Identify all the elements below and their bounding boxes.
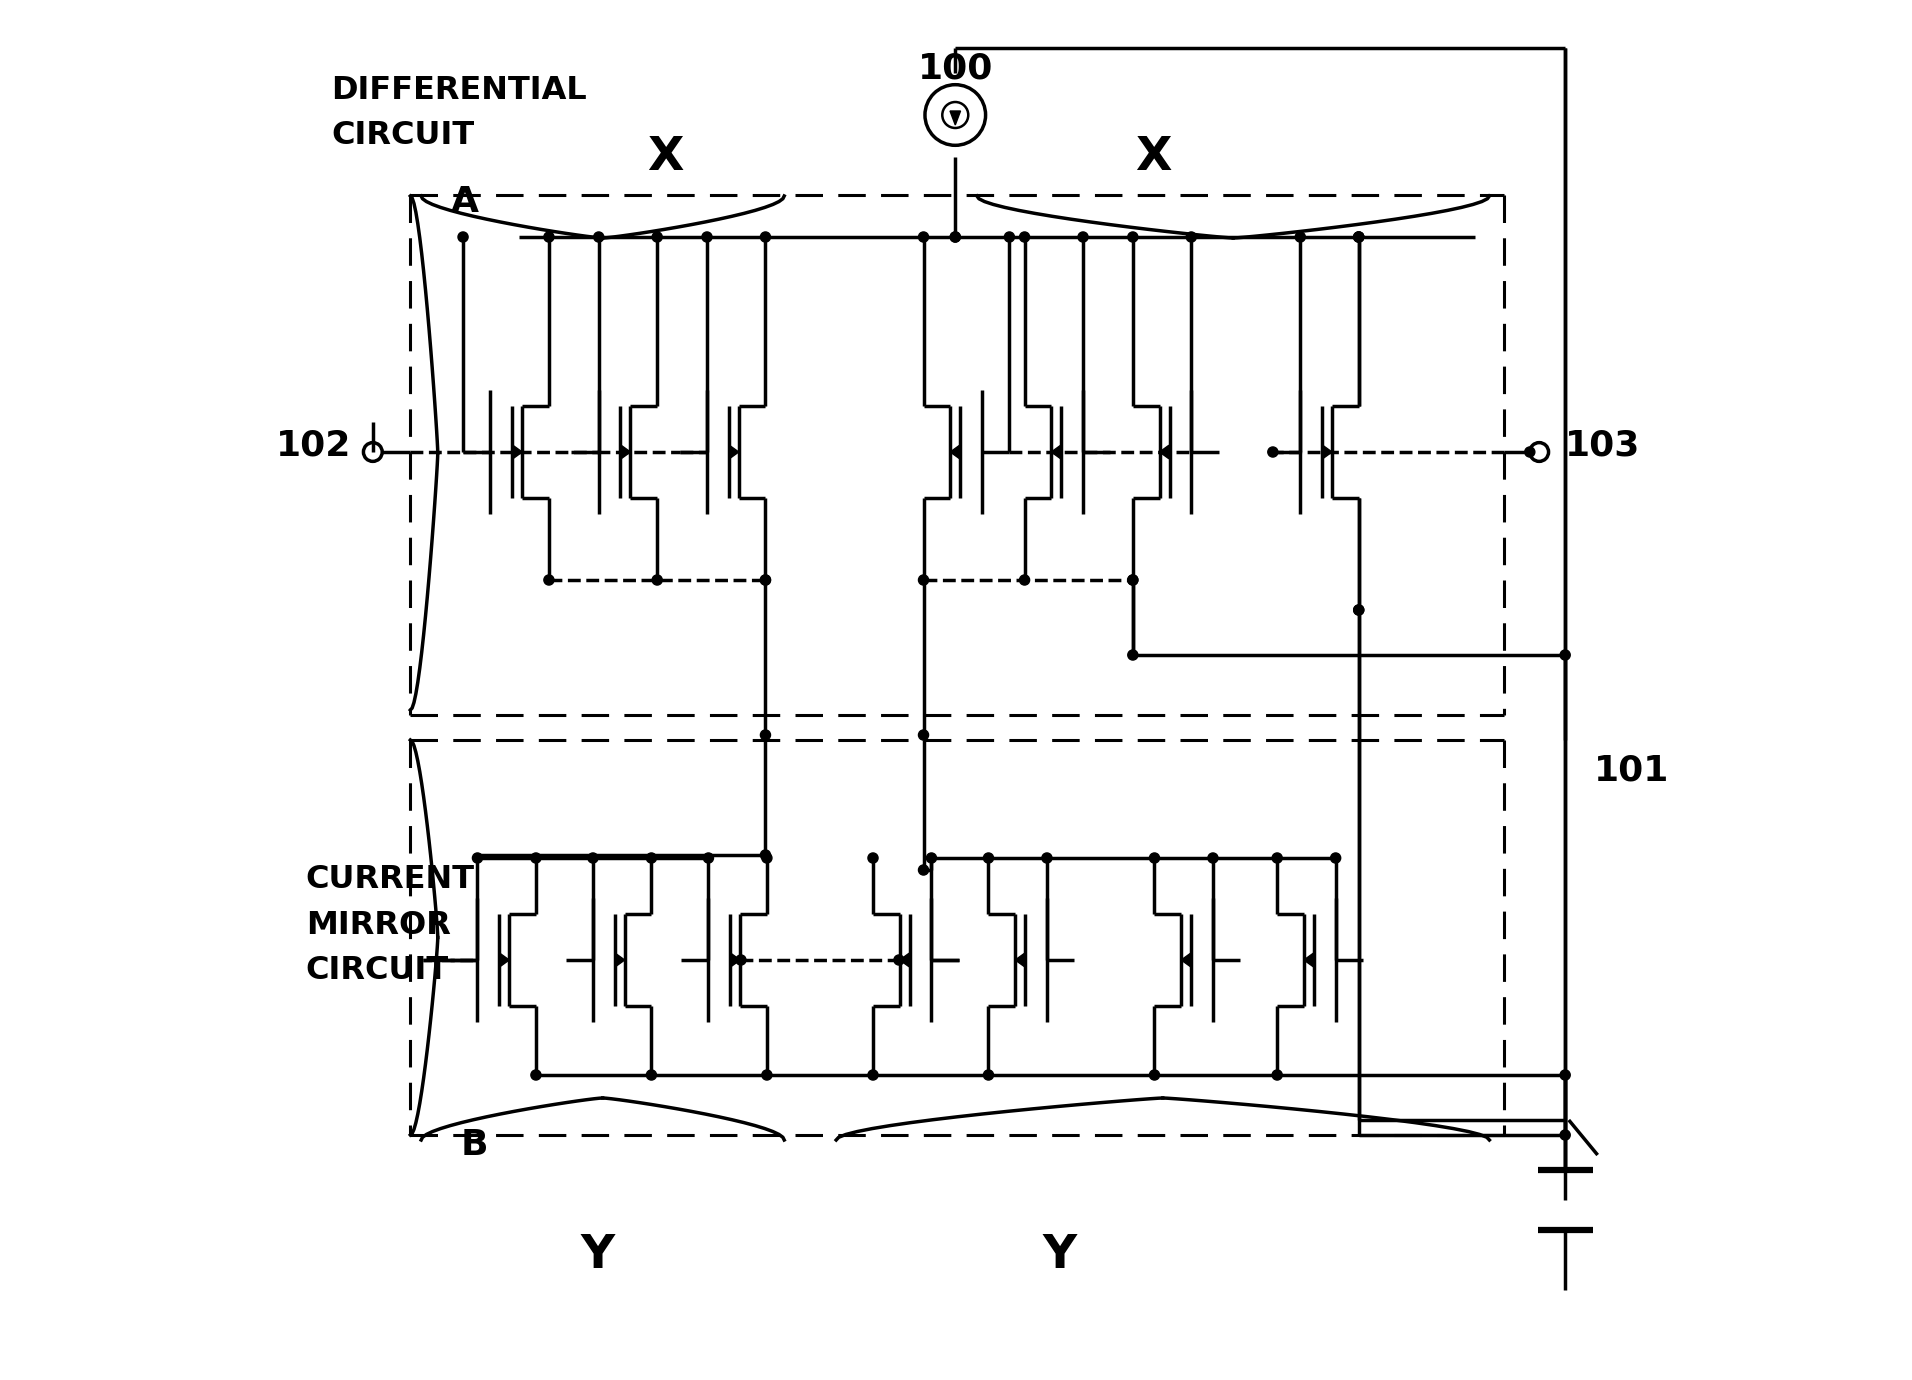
Text: 102: 102 bbox=[275, 428, 352, 462]
Circle shape bbox=[761, 575, 771, 585]
Circle shape bbox=[983, 1070, 994, 1081]
Circle shape bbox=[1354, 232, 1363, 241]
Circle shape bbox=[868, 853, 878, 862]
Text: CIRCUIT: CIRCUIT bbox=[306, 955, 449, 985]
Circle shape bbox=[1042, 853, 1052, 862]
Circle shape bbox=[543, 575, 554, 585]
Circle shape bbox=[1019, 575, 1031, 585]
Text: MIRROR: MIRROR bbox=[306, 909, 451, 941]
Circle shape bbox=[1149, 853, 1159, 862]
Circle shape bbox=[587, 853, 598, 862]
Circle shape bbox=[1560, 1130, 1570, 1140]
Circle shape bbox=[761, 1070, 772, 1081]
Text: 101: 101 bbox=[1595, 753, 1669, 787]
Circle shape bbox=[761, 850, 771, 860]
Polygon shape bbox=[728, 446, 738, 458]
Circle shape bbox=[459, 232, 468, 241]
Circle shape bbox=[736, 955, 746, 965]
Circle shape bbox=[1354, 232, 1363, 241]
Circle shape bbox=[543, 232, 554, 241]
Text: CURRENT: CURRENT bbox=[306, 864, 474, 896]
Circle shape bbox=[918, 575, 929, 585]
Text: 100: 100 bbox=[918, 51, 992, 86]
Circle shape bbox=[1271, 1070, 1283, 1081]
Circle shape bbox=[868, 1070, 878, 1081]
Circle shape bbox=[1185, 232, 1197, 241]
Text: X: X bbox=[1136, 134, 1172, 179]
Circle shape bbox=[1271, 853, 1283, 862]
Circle shape bbox=[1560, 650, 1570, 660]
Polygon shape bbox=[950, 446, 960, 458]
Circle shape bbox=[1331, 853, 1340, 862]
Polygon shape bbox=[950, 110, 960, 126]
Text: A: A bbox=[451, 185, 478, 219]
Circle shape bbox=[646, 853, 656, 862]
Circle shape bbox=[1128, 650, 1138, 660]
Circle shape bbox=[646, 1070, 656, 1081]
Circle shape bbox=[761, 853, 772, 862]
Circle shape bbox=[950, 232, 960, 241]
Circle shape bbox=[761, 730, 771, 740]
Text: Y: Y bbox=[1042, 1232, 1076, 1278]
Circle shape bbox=[1019, 232, 1031, 241]
Circle shape bbox=[1149, 1070, 1159, 1081]
Polygon shape bbox=[499, 954, 509, 967]
Circle shape bbox=[895, 955, 904, 965]
Circle shape bbox=[1560, 1070, 1570, 1081]
Circle shape bbox=[1128, 232, 1138, 241]
Circle shape bbox=[1128, 575, 1138, 585]
Polygon shape bbox=[1052, 446, 1061, 458]
Circle shape bbox=[918, 232, 929, 241]
Circle shape bbox=[927, 853, 937, 862]
Circle shape bbox=[532, 853, 541, 862]
Circle shape bbox=[761, 232, 771, 241]
Text: X: X bbox=[646, 134, 683, 179]
Circle shape bbox=[1354, 604, 1363, 615]
Circle shape bbox=[761, 575, 771, 585]
Polygon shape bbox=[1323, 446, 1333, 458]
Circle shape bbox=[704, 853, 713, 862]
Circle shape bbox=[1078, 232, 1088, 241]
Circle shape bbox=[918, 730, 929, 740]
Circle shape bbox=[532, 1070, 541, 1081]
Text: CIRCUIT: CIRCUIT bbox=[331, 120, 474, 150]
Circle shape bbox=[652, 575, 662, 585]
Circle shape bbox=[950, 232, 960, 241]
Circle shape bbox=[1294, 232, 1306, 241]
Circle shape bbox=[983, 853, 994, 862]
Polygon shape bbox=[730, 954, 740, 967]
Polygon shape bbox=[1304, 954, 1314, 967]
Polygon shape bbox=[621, 446, 631, 458]
Circle shape bbox=[1524, 447, 1535, 457]
Circle shape bbox=[1354, 232, 1363, 241]
Circle shape bbox=[918, 865, 929, 875]
Polygon shape bbox=[616, 954, 625, 967]
Polygon shape bbox=[1015, 954, 1025, 967]
Circle shape bbox=[1004, 232, 1015, 241]
Circle shape bbox=[595, 232, 604, 241]
Polygon shape bbox=[1182, 954, 1191, 967]
Text: Y: Y bbox=[581, 1232, 616, 1278]
Polygon shape bbox=[901, 954, 908, 967]
Polygon shape bbox=[512, 446, 522, 458]
Circle shape bbox=[1354, 604, 1363, 615]
Text: DIFFERENTIAL: DIFFERENTIAL bbox=[331, 75, 587, 105]
Circle shape bbox=[652, 232, 662, 241]
Circle shape bbox=[1128, 575, 1138, 585]
Circle shape bbox=[1268, 447, 1277, 457]
Circle shape bbox=[702, 232, 711, 241]
Text: B: B bbox=[461, 1127, 488, 1162]
Text: 103: 103 bbox=[1566, 428, 1640, 462]
Polygon shape bbox=[1159, 446, 1168, 458]
Circle shape bbox=[1208, 853, 1218, 862]
Circle shape bbox=[472, 853, 482, 862]
